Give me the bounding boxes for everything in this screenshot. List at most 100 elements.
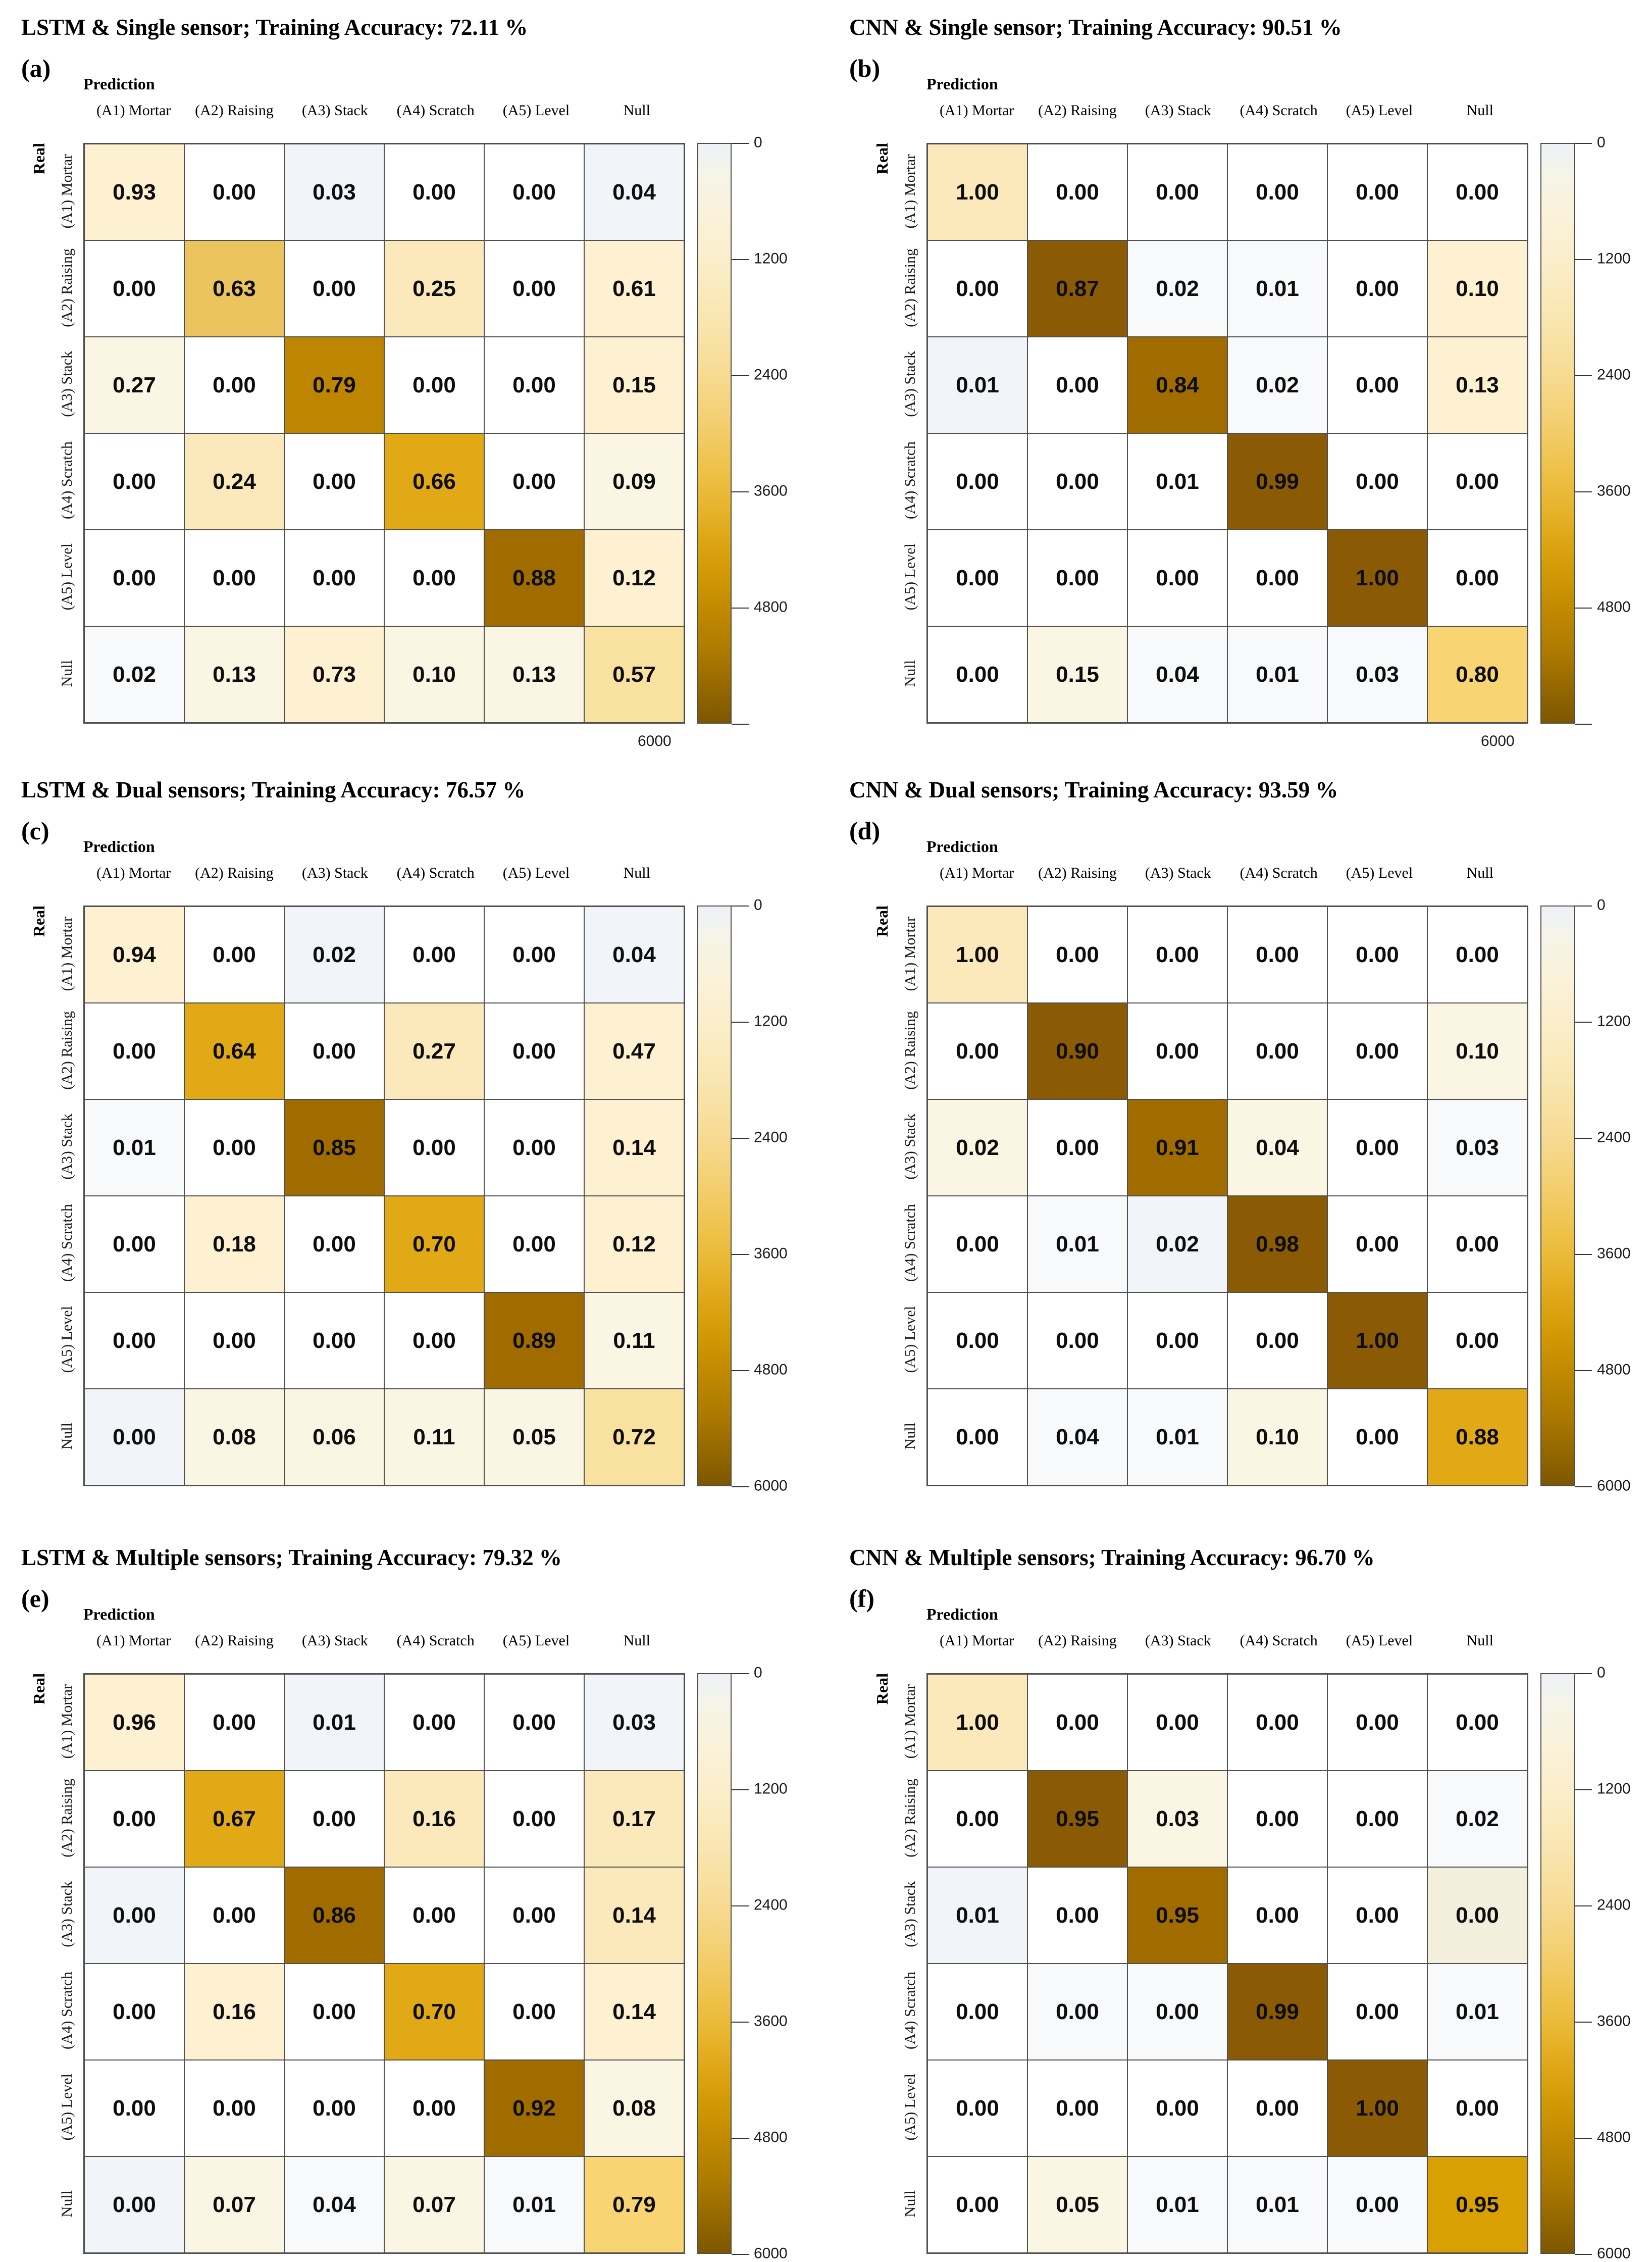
- row-label-column: (A1) Mortar (A2) Raising (A3) Stack (A4) Sc…: [894, 143, 926, 724]
- matrix-cell: 0.00: [1327, 1003, 1427, 1099]
- matrix-cell: 0.00: [84, 1867, 184, 1964]
- column-header-3: (A3) Stack: [1145, 865, 1211, 881]
- row-header-label: (A3) Stack: [902, 1881, 918, 1947]
- matrix-cell: 0.90: [1027, 1003, 1127, 1099]
- panel-title: LSTM & Single sensor; Training Accuracy:…: [21, 15, 528, 40]
- row-header-5: (A5) Level: [894, 1291, 926, 1388]
- matrix-cell: 0.00: [84, 1389, 184, 1485]
- colorbar-tick: [1575, 259, 1592, 260]
- real-axis-label: Real: [30, 1673, 48, 1705]
- colorbar-tick-label: 1200: [754, 1780, 788, 1797]
- row-header-label: (A3) Stack: [59, 1881, 75, 1947]
- matrix-cell: 0.00: [184, 337, 284, 433]
- matrix-cell: 0.01: [1127, 433, 1227, 530]
- panel-header: (a) Prediction (A1) Mortar (A2) Raising (A3)…: [0, 54, 826, 143]
- row-header-label: (A2) Raising: [902, 1778, 918, 1857]
- row-header-label: (A2) Raising: [902, 248, 918, 327]
- column-header-6: Null: [623, 865, 650, 881]
- matrix-cell: 0.67: [184, 1771, 284, 1867]
- panel-letter: (c): [21, 817, 49, 845]
- matrix-cell: 0.24: [184, 433, 284, 530]
- colorbar-tick: [1575, 1254, 1592, 1255]
- matrix-area: Real (A1) Mortar (A2) Raising (A3) Stack (A4…: [28, 134, 826, 749]
- matrix-cell: 0.03: [584, 1674, 684, 1771]
- colorbar-tick: [732, 1789, 749, 1790]
- row-header-label: (A5) Level: [902, 543, 918, 611]
- matrix-cell: 0.63: [184, 240, 284, 337]
- column-header-row: (A1) Mortar (A2) Raising (A3) Stack (A4) Sc…: [83, 1629, 687, 1652]
- row-header-4: (A4) Scratch: [51, 432, 83, 529]
- matrix-cell: 0.25: [384, 240, 484, 337]
- column-header-4: (A4) Scratch: [396, 865, 475, 881]
- matrix-cell: 0.00: [927, 1389, 1027, 1485]
- matrix-cell: 0.00: [284, 240, 384, 337]
- row-header-4: (A4) Scratch: [51, 1963, 83, 2059]
- column-header-5: (A5) Level: [502, 1632, 570, 1649]
- row-header-label: (A5) Level: [59, 2074, 75, 2141]
- colorbar-tick-label: 2400: [754, 1129, 788, 1146]
- row-header-6: Null: [51, 625, 83, 722]
- matrix-cell: 0.07: [384, 2156, 484, 2253]
- panel-title: CNN & Single sensor; Training Accuracy: …: [849, 15, 1342, 40]
- matrix-cell: 0.72: [584, 1389, 684, 1485]
- colorbar: 0 1200 2400 3600 4800 6000: [638, 134, 788, 749]
- row-header-label: (A5) Level: [902, 2074, 918, 2141]
- matrix-cell: 0.00: [384, 530, 484, 626]
- matrix-cell: 0.02: [1127, 1196, 1227, 1292]
- matrix-cell: 0.00: [484, 1196, 584, 1292]
- matrix-cell: 0.00: [1227, 1674, 1327, 1771]
- matrix-cell: 1.00: [1327, 530, 1427, 626]
- matrix-cell: 0.14: [584, 1099, 684, 1196]
- matrix-cell: 0.00: [84, 1964, 184, 2060]
- matrix-cell: 0.00: [1027, 337, 1127, 433]
- colorbar-tick: [1575, 1370, 1592, 1371]
- matrix-cell: 0.00: [1327, 433, 1427, 530]
- matrix-cell: 0.00: [1327, 1674, 1427, 1771]
- colorbar-tick: [1575, 2254, 1592, 2255]
- matrix-cell: 0.17: [584, 1771, 684, 1867]
- panel-header: (b) Prediction (A1) Mortar (A2) Raising (A3)…: [826, 54, 1652, 143]
- column-header-2: (A2) Raising: [1038, 865, 1117, 881]
- matrix-cell: 1.00: [1327, 1292, 1427, 1389]
- row-header-1: (A1) Mortar: [51, 906, 83, 1002]
- matrix-area: Real (A1) Mortar (A2) Raising (A3) Stack (A4…: [871, 134, 1652, 749]
- matrix-cell: 0.00: [927, 240, 1027, 337]
- matrix-cell: 0.01: [1127, 2156, 1227, 2253]
- colorbar-tick: [732, 375, 749, 376]
- row-header-3: (A3) Stack: [894, 336, 926, 432]
- matrix-cell: 0.15: [1027, 626, 1127, 723]
- matrix-cell: 0.00: [1327, 144, 1427, 240]
- matrix-cell: 0.86: [284, 1867, 384, 1964]
- real-axis-label: Real: [873, 1673, 891, 1705]
- row-header-label: (A5) Level: [59, 543, 75, 611]
- matrix-cell: 0.00: [484, 1867, 584, 1964]
- matrix-cell: 0.00: [384, 907, 484, 1003]
- matrix-cell: 0.00: [1427, 1196, 1527, 1292]
- row-header-2: (A2) Raising: [894, 1002, 926, 1098]
- matrix-cell: 0.00: [84, 2060, 184, 2156]
- panel-title: CNN & Dual sensors; Training Accuracy: 9…: [849, 777, 1338, 802]
- colorbar-tick-label: 0: [754, 1664, 762, 1681]
- column-header-5: (A5) Level: [1346, 865, 1413, 881]
- row-header-5: (A5) Level: [894, 529, 926, 625]
- matrix-cell: 0.00: [384, 1674, 484, 1771]
- colorbar-max-label: 6000: [638, 733, 672, 749]
- colorbar-tick: [732, 1673, 749, 1674]
- column-header-4: (A4) Scratch: [1240, 865, 1318, 881]
- matrix-cell: 0.12: [584, 1196, 684, 1292]
- matrix-cell: 0.01: [84, 1099, 184, 1196]
- panel-header: (d) Prediction (A1) Mortar (A2) Raising (A3)…: [826, 817, 1652, 906]
- panel-c: LSTM & Dual sensors; Training Accuracy: …: [0, 763, 826, 1530]
- row-header-6: Null: [894, 625, 926, 722]
- matrix-cell: 0.00: [384, 337, 484, 433]
- matrix-cell: 0.00: [1027, 530, 1127, 626]
- matrix-cell: 0.15: [584, 337, 684, 433]
- panel-b: CNN & Single sensor; Training Accuracy: …: [826, 0, 1652, 763]
- prediction-axis-label: Prediction: [83, 837, 155, 856]
- matrix-cell: 0.00: [1027, 1674, 1127, 1771]
- matrix-cell: 0.00: [384, 1099, 484, 1196]
- colorbar-tick: [732, 724, 749, 725]
- matrix-cell: 0.00: [1227, 530, 1327, 626]
- colorbar-tick: [1575, 143, 1592, 144]
- colorbar-tick-label: 1200: [1597, 1780, 1631, 1797]
